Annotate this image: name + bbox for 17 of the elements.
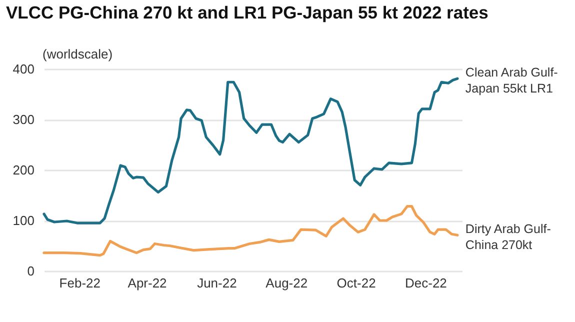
line-series [42,205,459,257]
x-tick-label: Jun-22 [197,276,237,290]
line-series [42,77,459,224]
x-tick-label: Feb-22 [59,276,101,290]
x-tick-label: Oct-22 [336,276,376,290]
series-label: Clean Arab Gulf-Japan 55kt LR1 [465,66,558,96]
y-tick-label: 200 [12,162,34,178]
x-tick-label: Dec-22 [404,276,447,290]
y-tick-label: 300 [12,112,34,127]
chart-title: VLCC PG-China 270 kt and LR1 PG-Japan 55 kt 2022 rates [6,2,489,22]
series-label: Dirty Arab Gulf-China 270kt [465,222,551,252]
y-tick-label: 0 [27,264,34,278]
x-tick-label: Aug-22 [266,276,308,290]
y-tick-label: 400 [12,62,34,76]
x-tick-label: Apr-22 [128,276,167,290]
y-axis-title: (worldscale) [42,46,113,62]
y-tick-label: 100 [12,213,34,228]
